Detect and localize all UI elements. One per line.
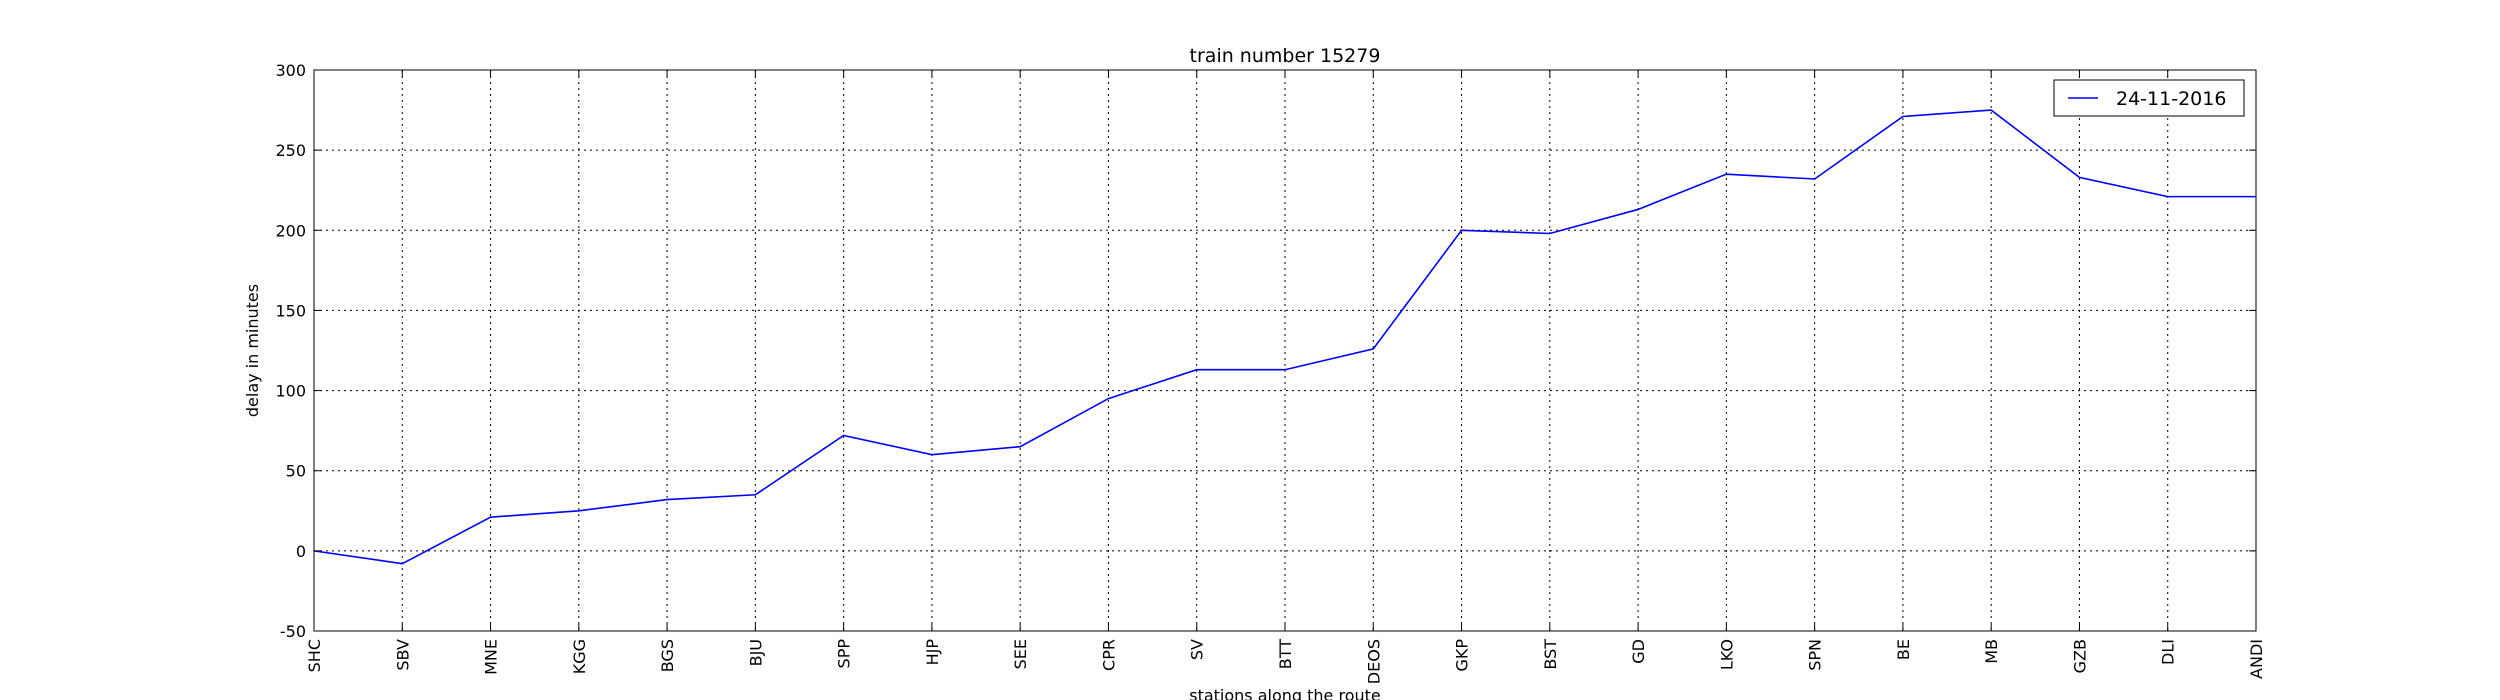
x-tick-label: DLI [2159,639,2178,665]
x-tick-label: SPP [835,639,854,669]
y-tick-label: -50 [280,622,306,641]
chart-title: train number 15279 [1190,45,1381,67]
x-tick-label: BGS [658,639,677,672]
x-tick-label: SEE [1011,639,1030,669]
y-tick-label: 100 [275,382,306,401]
y-axis-label: delay in minutes [243,284,262,417]
x-tick-label: LKO [1717,639,1736,670]
x-tick-label: BJU [746,639,765,666]
x-tick-label: GKP [1453,639,1472,672]
x-tick-label: BST [1541,639,1560,670]
x-tick-label: MNE [482,639,501,675]
x-tick-label: GD [1629,639,1648,664]
y-tick-label: 300 [275,61,306,80]
x-tick-label: HJP [923,639,942,666]
x-tick-label: GZB [2070,639,2089,673]
x-tick-label: SBV [393,639,412,671]
y-tick-label: 250 [275,141,306,160]
x-tick-label: MB [1982,639,2001,664]
x-tick-label: DEOS [1364,639,1383,684]
y-tick-label: 150 [275,301,306,320]
y-tick-label: 0 [296,542,306,561]
x-tick-label: BE [1894,639,1913,660]
x-tick-label: BTT [1276,639,1295,669]
x-tick-label: KGG [570,639,589,674]
x-axis-label: stations along the route [1189,686,1381,700]
y-tick-label: 200 [275,221,306,240]
series-line [313,109,2256,565]
legend-label: 24-11-2016 [2116,88,2226,110]
plot-series [313,109,2256,565]
x-axis: SHC SBV MNE KGG BGS BJU SPP HJP SEE CPR SV BTT DEOS G… [305,70,2266,684]
x-tick-label: SV [1188,639,1207,660]
x-tick-label: SHC [305,639,324,672]
y-axis: -50 0 50 100 150 200 250 300 [275,61,2256,641]
legend: 24-11-2016 [2053,79,2245,117]
y-tick-label: 50 [286,462,306,481]
x-tick-label: ANDI [2247,639,2266,679]
x-tick-label: CPR [1099,639,1118,671]
x-tick-label: SPN [1806,639,1825,671]
